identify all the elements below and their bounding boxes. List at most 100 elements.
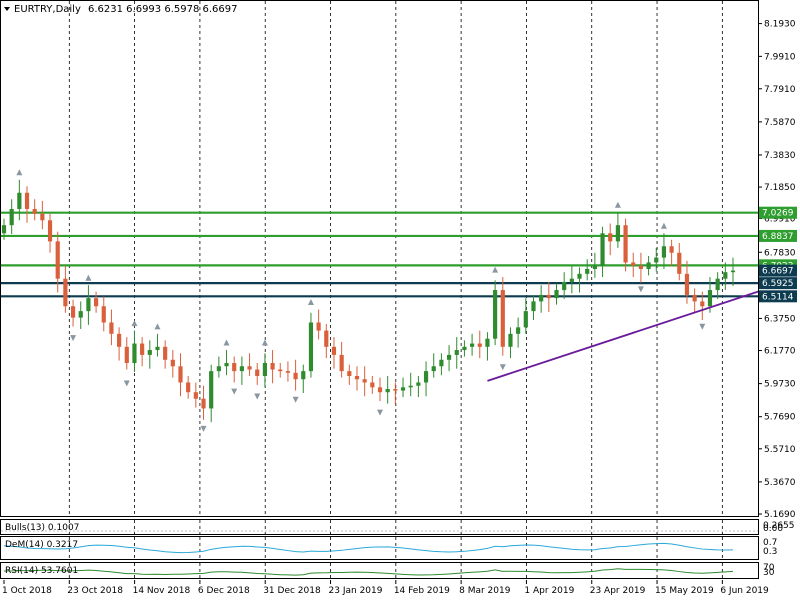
candle-body bbox=[178, 366, 183, 383]
candles bbox=[1, 179, 736, 423]
candle-body bbox=[40, 213, 45, 221]
candle-body bbox=[470, 343, 475, 347]
ohlc-readout: 6.6231 6.6993 6.5978 6.6697 bbox=[88, 4, 238, 15]
time-tick-label: 23 Oct 2018 bbox=[67, 586, 123, 596]
symbol-dropdown-icon[interactable] bbox=[4, 7, 10, 11]
candle-body bbox=[347, 371, 352, 376]
candle-body bbox=[646, 262, 651, 269]
price-tag-label: 6.6697 bbox=[762, 267, 794, 277]
fractal-down-arrow bbox=[637, 286, 644, 293]
fractal-arrows bbox=[16, 169, 706, 432]
price-tick-label: 6.3750 bbox=[764, 314, 796, 324]
candle-body bbox=[393, 388, 398, 391]
candle-body bbox=[324, 330, 329, 347]
price-tick-label: 5.7690 bbox=[764, 413, 796, 423]
candle-body bbox=[462, 346, 467, 351]
candle-body bbox=[631, 262, 636, 266]
bulls-axis-zero: 0.00 bbox=[763, 524, 783, 534]
candle-body bbox=[715, 278, 720, 291]
candle-body bbox=[209, 371, 214, 409]
candle-body bbox=[400, 387, 406, 391]
candle-body bbox=[493, 290, 498, 339]
candle-body bbox=[531, 301, 536, 312]
dem-indicator-label: DeM(14) 0.3217 bbox=[5, 540, 78, 550]
candle-body bbox=[140, 343, 145, 355]
time-tick-label: 23 Jan 2019 bbox=[329, 586, 383, 596]
candle-body bbox=[170, 359, 175, 367]
candle-body bbox=[638, 265, 644, 269]
time-tick-label: 1 Apr 2019 bbox=[524, 586, 574, 596]
fractal-down-arrow bbox=[231, 388, 238, 395]
bulls-panel-frame bbox=[0, 519, 759, 535]
candle-body bbox=[485, 338, 490, 347]
candle-body bbox=[677, 252, 682, 274]
trend-line-group bbox=[487, 290, 759, 382]
fractal-up-arrow bbox=[223, 339, 230, 346]
time-axis: 1 Oct 2018 23 Oct 2018 14 Nov 2018 6 Dec 20… bbox=[2, 580, 769, 596]
candle-body bbox=[423, 371, 429, 383]
price-tag-bg bbox=[759, 206, 797, 219]
candle-body bbox=[523, 311, 528, 328]
fractal-down-arrow bbox=[292, 396, 299, 403]
candle-body bbox=[117, 333, 122, 347]
candle-body bbox=[24, 192, 30, 209]
candle-body bbox=[516, 327, 521, 334]
price-tick-label: 6.1770 bbox=[764, 347, 796, 357]
candle-body bbox=[362, 379, 367, 383]
price-tick-label: 6.7830 bbox=[764, 248, 796, 258]
grid-lines bbox=[68, 1, 723, 578]
candle-body bbox=[308, 322, 314, 372]
fractal-up-arrow bbox=[492, 266, 499, 273]
candle-body bbox=[9, 208, 14, 226]
time-tick-label: 14 Feb 2019 bbox=[394, 586, 450, 596]
candle-body bbox=[539, 294, 544, 302]
candle-body bbox=[1, 225, 7, 234]
fractal-up-arrow bbox=[85, 274, 92, 281]
candle-body bbox=[416, 382, 421, 386]
candle-body bbox=[193, 392, 198, 399]
candle-body bbox=[730, 270, 736, 273]
candle-body bbox=[623, 225, 628, 263]
price-tick-label: 7.5870 bbox=[764, 118, 796, 128]
candle-body bbox=[354, 375, 360, 380]
bulls-axis-top: 0.2655 bbox=[763, 521, 795, 531]
price-tick-label: 6.9910 bbox=[764, 215, 796, 225]
candle-body bbox=[577, 273, 582, 279]
time-tick-label: 6 Dec 2018 bbox=[198, 586, 250, 596]
candle-body bbox=[477, 343, 482, 347]
candle-body bbox=[239, 366, 244, 372]
candle-body bbox=[124, 346, 129, 364]
candle-body bbox=[201, 398, 206, 409]
time-tick-label: 31 Dec 2018 bbox=[263, 586, 321, 596]
price-tick-label: 7.7910 bbox=[764, 85, 796, 95]
candle-body bbox=[600, 233, 605, 266]
candle-body bbox=[439, 359, 444, 367]
time-tick-label: 6 Jun 2019 bbox=[720, 586, 769, 596]
candle-body bbox=[216, 366, 221, 372]
candle-body bbox=[585, 268, 590, 274]
fractal-down-arrow bbox=[123, 380, 130, 387]
symbol-title: EURTRY,Daily bbox=[14, 4, 81, 15]
candle-body bbox=[446, 354, 452, 360]
candle-body bbox=[155, 346, 160, 351]
time-tick-label: 1 Oct 2018 bbox=[2, 586, 52, 596]
candle-body bbox=[684, 273, 690, 295]
candle-body bbox=[32, 208, 37, 214]
price-tag-bg bbox=[759, 290, 797, 303]
candle-body bbox=[508, 333, 513, 347]
rsi-indicator-label: RSI(14) 53.7601 bbox=[5, 566, 78, 576]
fractal-up-arrow bbox=[16, 169, 23, 176]
dem-axis-high: 0.7 bbox=[763, 538, 777, 548]
candle-body bbox=[86, 298, 91, 312]
price-tick-label: 5.3670 bbox=[764, 478, 796, 488]
time-tick-label: 15 May 2019 bbox=[655, 586, 714, 596]
price-axis: 8.1930 7.9910 7.7910 7.5870 7.3830 7.1850 6.99… bbox=[758, 20, 796, 520]
candle-body bbox=[500, 290, 505, 347]
candle-body bbox=[55, 241, 60, 279]
candle-body bbox=[109, 322, 114, 334]
candle-body bbox=[331, 346, 337, 355]
candle-body bbox=[554, 290, 559, 299]
price-tick-label: 5.5710 bbox=[764, 445, 796, 455]
